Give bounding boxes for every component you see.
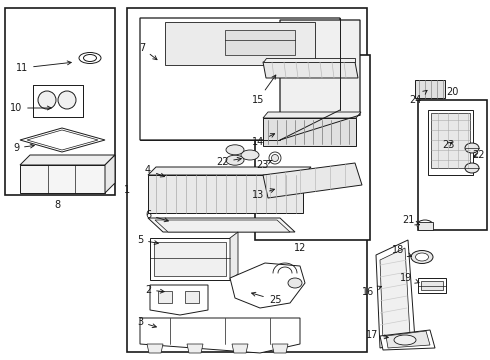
Polygon shape xyxy=(280,20,360,140)
Ellipse shape xyxy=(411,251,433,264)
Bar xyxy=(127,8,367,352)
Text: 22: 22 xyxy=(216,157,241,167)
Bar xyxy=(431,113,470,168)
Polygon shape xyxy=(230,232,238,280)
Bar xyxy=(418,100,487,230)
Ellipse shape xyxy=(465,163,479,173)
Ellipse shape xyxy=(226,145,244,155)
Polygon shape xyxy=(263,58,355,62)
Text: 3: 3 xyxy=(137,317,156,328)
Text: 16: 16 xyxy=(362,286,382,297)
Text: 22: 22 xyxy=(472,150,484,160)
Bar xyxy=(428,110,473,175)
Bar xyxy=(5,8,115,195)
Ellipse shape xyxy=(226,155,244,165)
Text: 15: 15 xyxy=(252,75,276,105)
Text: 9: 9 xyxy=(13,143,34,153)
Text: 21: 21 xyxy=(402,215,419,225)
Text: 24: 24 xyxy=(409,90,427,105)
Ellipse shape xyxy=(394,335,416,345)
Polygon shape xyxy=(27,130,98,150)
Polygon shape xyxy=(148,218,295,232)
Ellipse shape xyxy=(38,91,56,109)
Polygon shape xyxy=(230,263,305,308)
Ellipse shape xyxy=(241,150,259,160)
Bar xyxy=(418,222,433,230)
Bar xyxy=(158,291,172,303)
Text: 18: 18 xyxy=(392,245,412,256)
Text: 4: 4 xyxy=(145,165,165,177)
Text: 11: 11 xyxy=(16,61,71,73)
Ellipse shape xyxy=(465,143,479,153)
Polygon shape xyxy=(263,163,362,198)
Bar xyxy=(255,55,370,240)
Bar xyxy=(415,80,445,98)
Polygon shape xyxy=(20,155,115,165)
Bar xyxy=(150,238,230,280)
Polygon shape xyxy=(263,62,358,78)
Text: 17: 17 xyxy=(366,330,388,340)
Text: 12: 12 xyxy=(294,243,306,253)
Polygon shape xyxy=(148,167,311,175)
Text: 10: 10 xyxy=(10,103,51,113)
Polygon shape xyxy=(150,285,208,315)
Text: 6: 6 xyxy=(145,210,169,222)
Polygon shape xyxy=(140,318,300,353)
Bar xyxy=(148,175,303,213)
Polygon shape xyxy=(232,344,248,353)
Polygon shape xyxy=(140,18,340,140)
Ellipse shape xyxy=(79,53,101,63)
Ellipse shape xyxy=(269,152,281,164)
Text: 14: 14 xyxy=(252,134,274,147)
Bar xyxy=(225,30,295,55)
Bar xyxy=(263,118,356,146)
Ellipse shape xyxy=(58,91,76,109)
Text: 23: 23 xyxy=(442,140,454,150)
Bar xyxy=(33,85,83,117)
Polygon shape xyxy=(147,344,163,353)
Polygon shape xyxy=(272,344,288,353)
Ellipse shape xyxy=(271,154,278,162)
Text: 25: 25 xyxy=(252,292,281,305)
Polygon shape xyxy=(187,344,203,353)
Bar xyxy=(185,291,199,303)
Bar xyxy=(418,278,446,293)
Polygon shape xyxy=(165,22,315,65)
Polygon shape xyxy=(380,330,435,350)
Ellipse shape xyxy=(417,220,433,230)
Polygon shape xyxy=(155,220,290,232)
Polygon shape xyxy=(386,331,430,348)
Text: 20: 20 xyxy=(446,87,458,97)
Ellipse shape xyxy=(416,253,428,261)
Ellipse shape xyxy=(83,54,97,62)
Text: 23: 23 xyxy=(256,160,271,170)
Bar xyxy=(20,165,105,193)
Text: 13: 13 xyxy=(252,189,274,200)
Text: 7: 7 xyxy=(139,43,157,60)
Polygon shape xyxy=(376,240,415,348)
Bar xyxy=(421,281,443,290)
Text: 1: 1 xyxy=(124,185,130,195)
Bar xyxy=(154,242,226,276)
Polygon shape xyxy=(263,112,361,118)
Polygon shape xyxy=(105,155,115,193)
Text: 8: 8 xyxy=(54,200,60,210)
Text: 5: 5 xyxy=(137,235,158,245)
Text: 2: 2 xyxy=(145,285,164,295)
Ellipse shape xyxy=(288,278,302,288)
Polygon shape xyxy=(380,248,410,342)
Text: 19: 19 xyxy=(400,273,419,283)
Polygon shape xyxy=(20,128,105,152)
